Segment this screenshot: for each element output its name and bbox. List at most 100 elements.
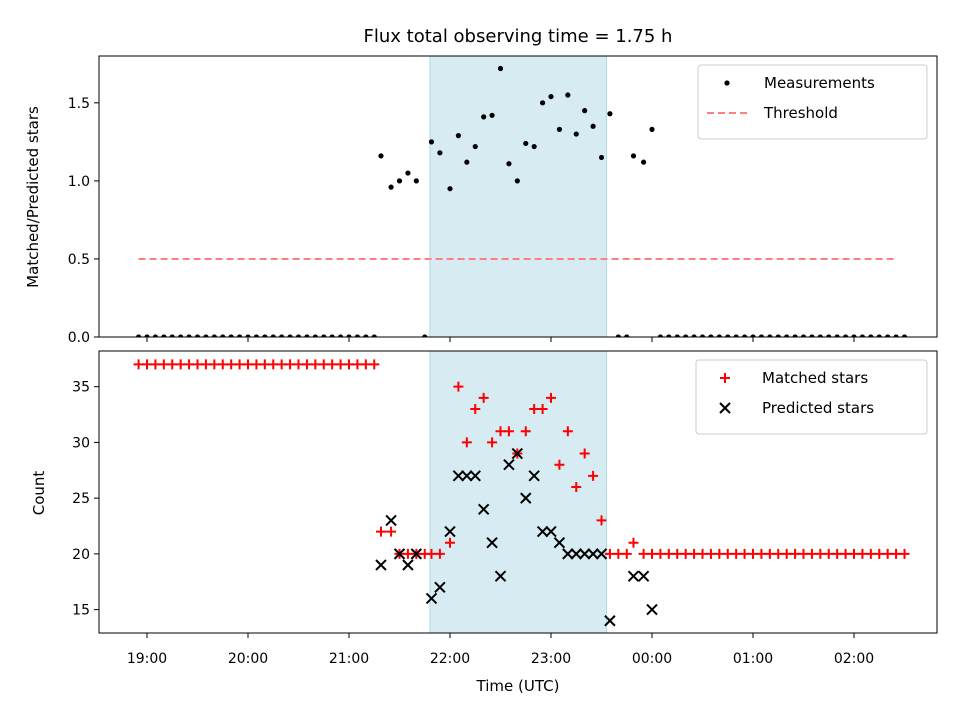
legend-label: Matched stars — [762, 369, 868, 387]
matched-stars-point — [150, 359, 161, 370]
matched-stars-point — [386, 526, 397, 537]
measurement-point — [186, 334, 192, 337]
matched-stars-point — [184, 359, 195, 370]
matched-stars-point — [318, 359, 329, 370]
x-tick-label: 22:00 — [430, 651, 470, 667]
panel-frame — [98, 55, 938, 338]
measurement-point — [565, 92, 571, 98]
measurement-point — [304, 334, 310, 337]
matched-stars-point — [434, 548, 445, 559]
predicted-stars-point — [553, 537, 566, 549]
measurement-point — [826, 334, 832, 337]
matched-stars-point — [167, 359, 178, 370]
predicted-stars-point — [587, 548, 599, 560]
predicted-stars-point — [627, 570, 640, 582]
matched-stars-point — [554, 459, 565, 470]
x-tick-label: 00:00 — [632, 651, 672, 667]
matched-stars-point — [158, 359, 169, 370]
predicted-stars-point — [536, 525, 549, 538]
measurement-point — [590, 123, 596, 129]
predicted-stars-point — [494, 570, 507, 582]
panel-data — [135, 65, 908, 337]
predicted-stars-point — [434, 581, 446, 594]
panel-frame — [98, 350, 938, 634]
y-tick-label: 30 — [72, 435, 90, 451]
panel-count: 15 20 25 30 35 19:00 20:00 21:00 22:00 23:00 00:00… — [72, 350, 938, 667]
measurement-point — [868, 334, 874, 337]
top-y-axis-label: Matched/Predicted stars — [24, 106, 42, 288]
legend-label: Predicted stars — [762, 399, 874, 417]
matched-stars-point — [520, 426, 531, 437]
predicted-stars-point — [477, 503, 490, 515]
matched-stars-point — [285, 359, 296, 370]
predicted-stars-point — [520, 492, 532, 504]
measurement-point — [624, 334, 630, 337]
matched-stars-point — [882, 548, 893, 559]
matched-stars-point — [680, 548, 691, 559]
x-tick-label: 21:00 — [329, 651, 369, 667]
y-tick-label: 25 — [72, 491, 90, 507]
matched-stars-point — [689, 548, 700, 559]
matched-stars-point — [209, 359, 220, 370]
matched-stars-point — [453, 381, 464, 392]
matched-stars-point — [276, 359, 287, 370]
measurement-point — [422, 334, 428, 337]
measurement-point — [437, 150, 443, 156]
measurement-point — [514, 178, 520, 184]
measurement-point — [363, 334, 369, 337]
x-tick-label: 23:00 — [531, 651, 571, 667]
measurement-point — [287, 334, 293, 337]
matched-stars-point — [596, 515, 607, 526]
measurement-point — [236, 334, 243, 337]
matched-stars-point — [470, 403, 481, 414]
x-tick-label: 19:00 — [127, 651, 167, 667]
measurement-point — [253, 334, 260, 337]
matched-stars-point — [638, 548, 649, 559]
y-tick-label: 1.0 — [68, 174, 90, 190]
x-tick-label: 20:00 — [228, 651, 268, 667]
measurement-point — [859, 334, 866, 337]
matched-stars-point — [705, 548, 716, 559]
measurement-point — [582, 108, 588, 114]
y-tick-label: 0.5 — [68, 252, 90, 268]
matched-stars-point — [773, 548, 784, 559]
measurement-point — [851, 334, 857, 337]
measurement-point — [329, 334, 335, 337]
matched-stars-point — [375, 526, 386, 537]
matched-stars-point — [562, 426, 573, 437]
measurement-point — [321, 334, 327, 337]
matched-stars-point — [243, 359, 253, 370]
predicted-stars-point — [444, 525, 456, 538]
predicted-stars-point — [486, 537, 498, 549]
matched-stars-point — [251, 359, 262, 370]
matched-stars-point — [899, 548, 910, 559]
matched-stars-point — [142, 359, 152, 370]
measurement-point — [607, 111, 613, 117]
measurement-point — [220, 334, 226, 337]
matched-stars-point — [722, 548, 733, 559]
measurement-point — [842, 334, 849, 337]
measurement-point — [169, 334, 175, 337]
y-tick-label: 35 — [72, 380, 90, 396]
matched-stars-point — [655, 548, 666, 559]
measurement-point — [531, 143, 537, 150]
measurement-point — [758, 334, 765, 337]
measurement-point — [337, 334, 344, 337]
measurement-point — [556, 126, 563, 132]
matched-stars-point — [697, 548, 708, 559]
bottom-y-axis-label: Count — [30, 471, 48, 516]
measurement-point — [211, 334, 217, 337]
measurement-point — [144, 334, 150, 337]
measurement-point — [447, 186, 453, 192]
measurement-point — [523, 140, 529, 147]
legend: Matched stars Predicted stars — [695, 359, 928, 435]
measurement-point — [279, 334, 285, 337]
chart-title: Flux total observing time = 1.75 h — [364, 26, 673, 47]
measurement-point — [640, 159, 647, 165]
matched-stars-point — [621, 548, 632, 559]
panel-data — [133, 359, 910, 627]
predicted-stars-point — [646, 603, 658, 616]
matched-stars-point — [739, 548, 750, 559]
legend-box — [695, 359, 928, 435]
